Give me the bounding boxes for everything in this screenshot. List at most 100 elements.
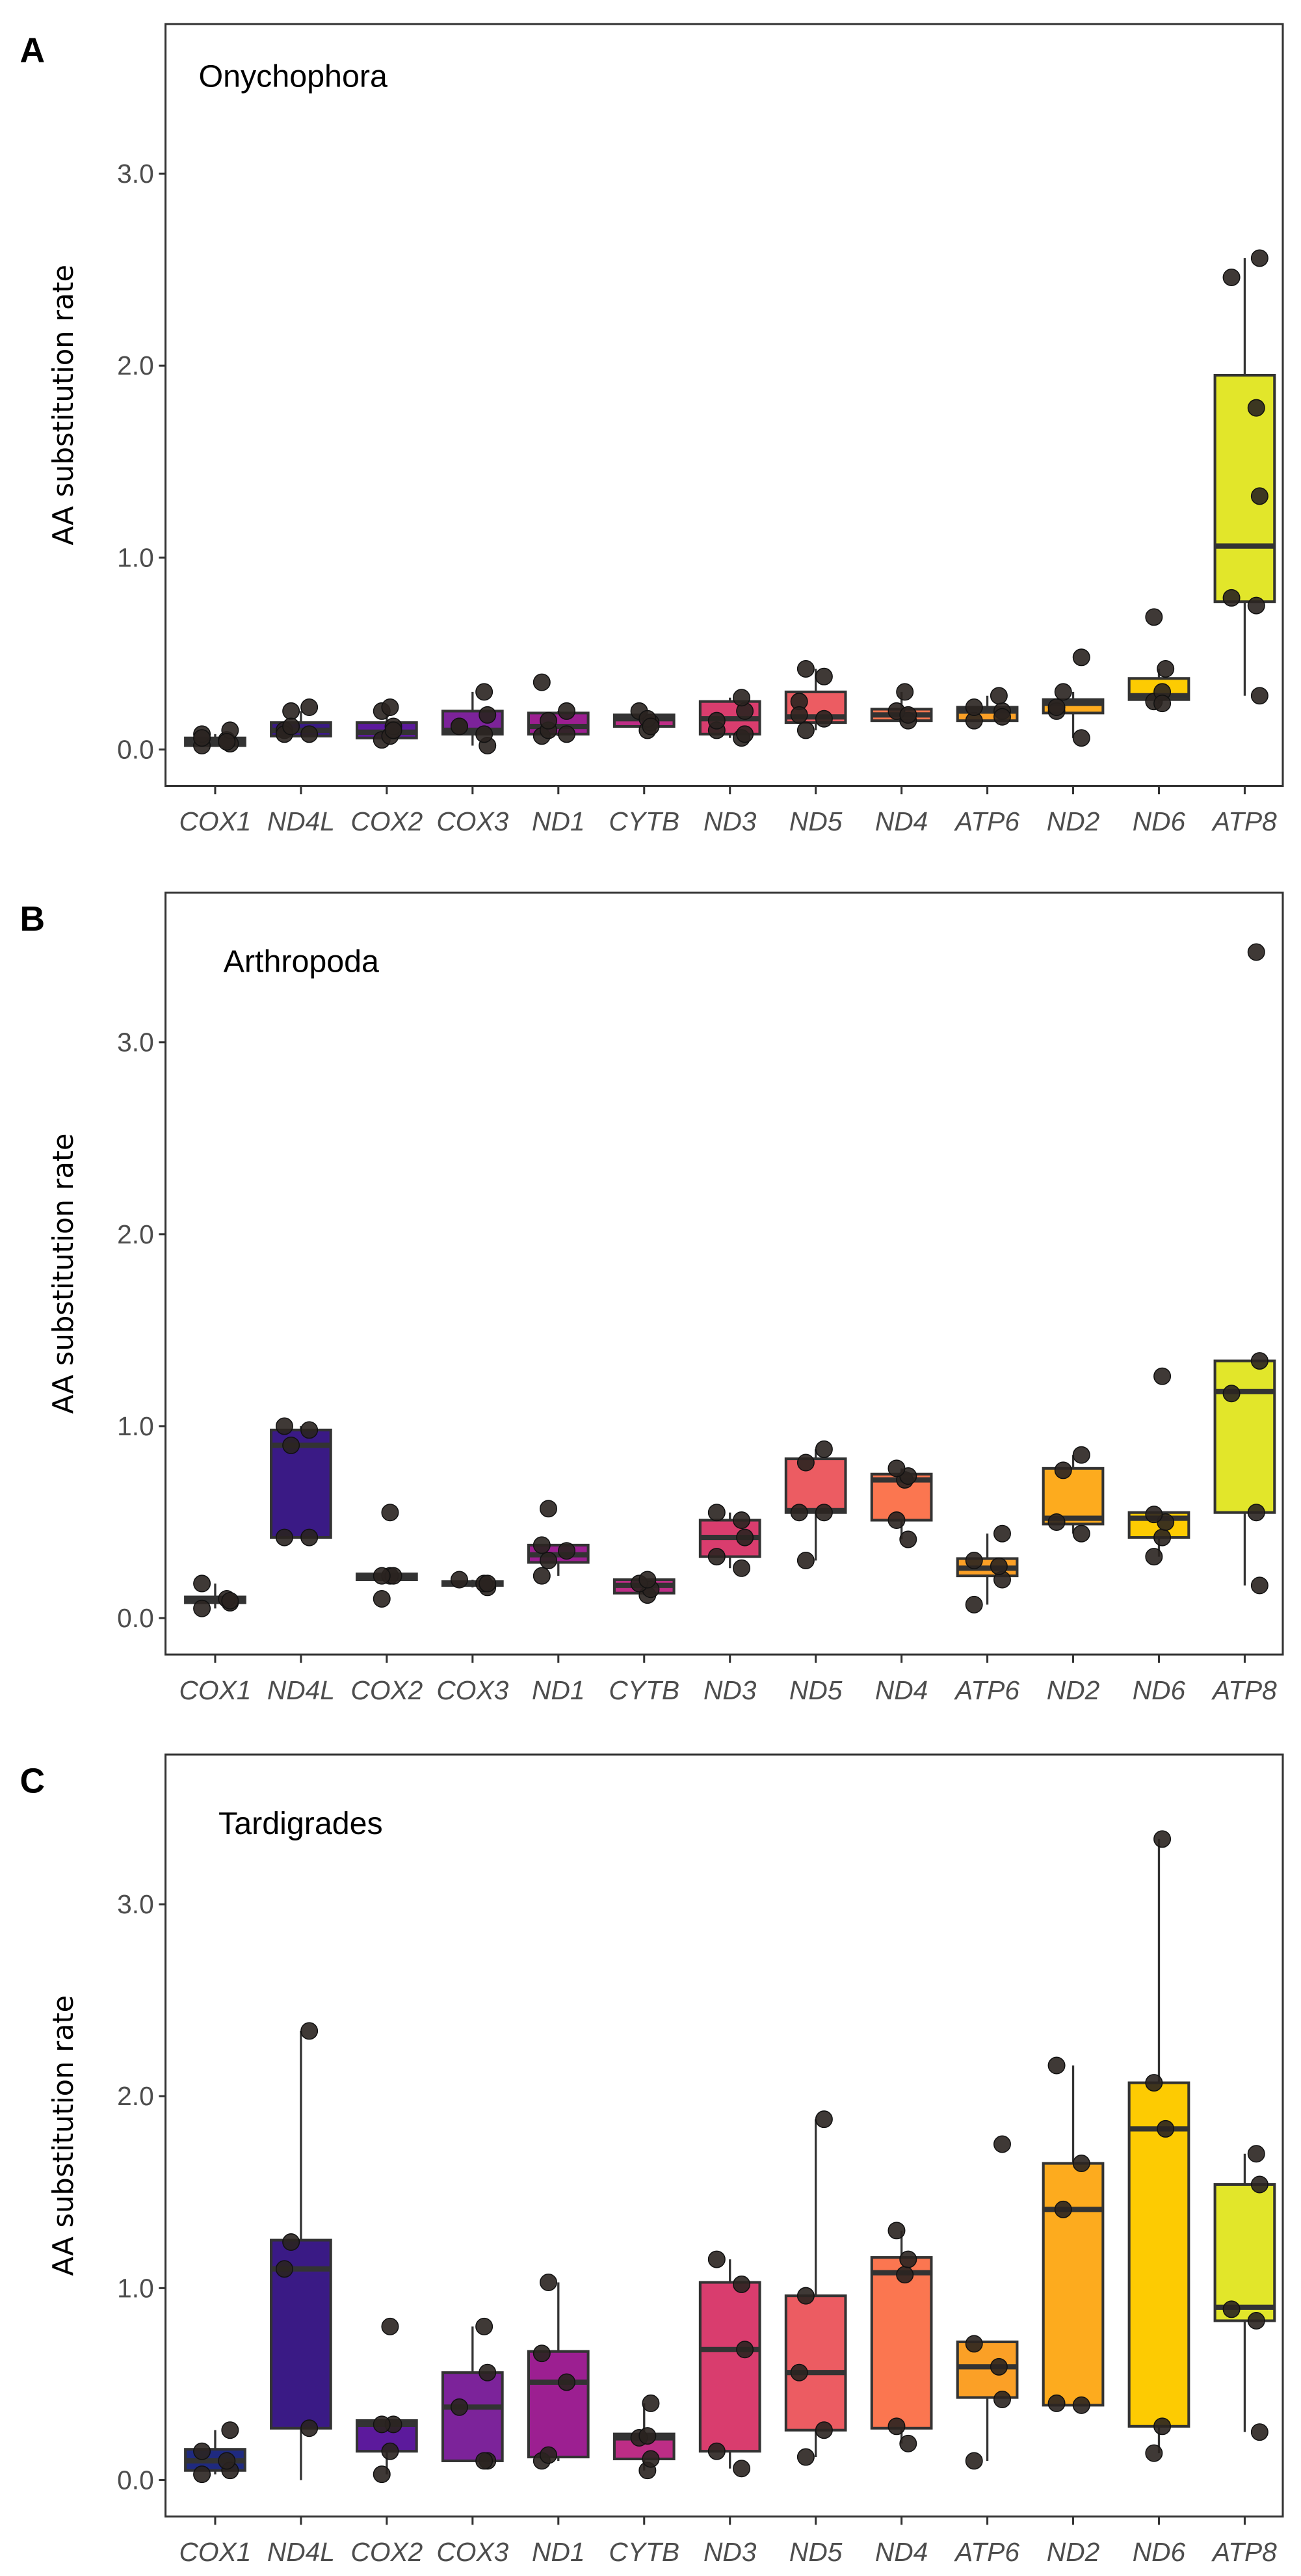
x-tick-label: ND4L [267,2537,335,2567]
data-point [1145,608,1163,626]
data-point [796,1552,815,1569]
x-tick-label: ND5 [789,1675,843,1705]
data-point [221,2421,239,2439]
data-point [815,2421,833,2439]
box-cox2 [356,2317,418,2484]
y-tick-label: 1.0 [117,2273,154,2303]
data-point [381,698,399,716]
data-point [896,683,914,701]
box-nd4 [870,2222,933,2452]
box-cox1 [184,1574,246,1617]
data-point [381,1504,399,1522]
data-point [796,721,815,739]
data-point [733,689,751,707]
data-point [1222,268,1241,286]
data-point [707,2442,726,2460]
box-nd1 [527,2274,590,2470]
box-nd3 [698,689,761,747]
data-point [384,721,402,739]
box-nd1 [527,673,590,745]
data-point [300,1528,319,1547]
data-point [275,1528,293,1547]
box [1127,2081,1190,2428]
data-point [558,702,576,720]
data-point [790,706,808,724]
data-point [965,2452,983,2470]
box-atp8 [1213,2145,1276,2441]
data-point [1153,695,1172,713]
data-point [1247,2145,1265,2163]
x-tick-label: ATP6 [954,1675,1019,1705]
data-point [540,711,558,730]
y-tick-label: 2.0 [117,351,154,380]
data-point [1250,2423,1268,2441]
box-atp6 [956,687,1019,730]
data-point [1072,2396,1090,2414]
data-point [815,1504,833,1522]
data-point [990,2357,1008,2376]
panel-c: C Tardigrades AA substitution rate 0.0 1.0 2.… [20,1753,1284,2567]
panel-letter: C [20,1762,46,1800]
data-point [733,2275,751,2293]
data-point [990,687,1008,705]
data-point [1250,1576,1268,1595]
x-tick-label: COX2 [350,806,423,836]
data-point [707,1504,726,1522]
data-point [642,2394,660,2412]
data-point [796,1454,815,1472]
data-point [965,1552,983,1569]
x-tick-label: COX3 [436,1675,508,1705]
data-point [1250,1352,1268,1370]
box-nd6 [1127,608,1190,713]
data-point [638,2427,657,2445]
data-point [373,1590,391,1608]
data-point [887,1511,906,1530]
data-point [993,2391,1011,2408]
data-point [736,725,754,743]
data-point [790,2363,808,2382]
data-point [1072,2155,1090,2173]
data-point [1145,1548,1163,1566]
y-axis-title: AA substitution rate [47,1133,80,1414]
x-tick-label: ND5 [789,806,843,836]
box [441,2371,504,2462]
x-tick-label: COX3 [436,2537,508,2567]
data-point [1247,596,1265,615]
x-tick-label: CYTB [609,2537,679,2567]
y-tick-label: 2.0 [117,1219,154,1249]
x-tick-label: ND3 [703,806,757,836]
x-tick-label: ND6 [1133,806,1186,836]
data-point [558,1542,576,1560]
x-tick-label: ND2 [1047,1675,1100,1705]
data-point [993,2135,1011,2153]
box-cytb [612,702,676,739]
data-point [790,1504,808,1522]
data-point [707,2250,726,2268]
data-point [965,698,983,716]
data-point [1047,2056,1066,2075]
x-tick-label: ATP8 [1211,806,1277,836]
x-tick-label: COX2 [350,1675,423,1705]
x-tick-label: ND6 [1133,2537,1186,2567]
x-tick-label: COX1 [179,806,252,836]
data-point [282,2233,300,2251]
x-tick-label: ND1 [532,1675,585,1705]
data-point [642,717,660,736]
data-point [899,2434,917,2452]
x-tick-label: COX2 [350,2537,423,2567]
data-point [733,1559,751,1577]
x-tick-label: ND3 [703,1675,757,1705]
data-point [642,2450,660,2468]
x-tick-label: ATP6 [954,806,1019,836]
data-point [1054,683,1072,701]
data-point [193,2442,211,2460]
box-nd5 [784,2110,847,2466]
data-point [815,1440,833,1458]
data-point [540,2446,558,2464]
data-point [1072,1524,1090,1543]
data-point [475,2317,493,2335]
data-point [373,2415,391,2434]
data-point [707,1548,726,1566]
data-point [733,1511,751,1530]
